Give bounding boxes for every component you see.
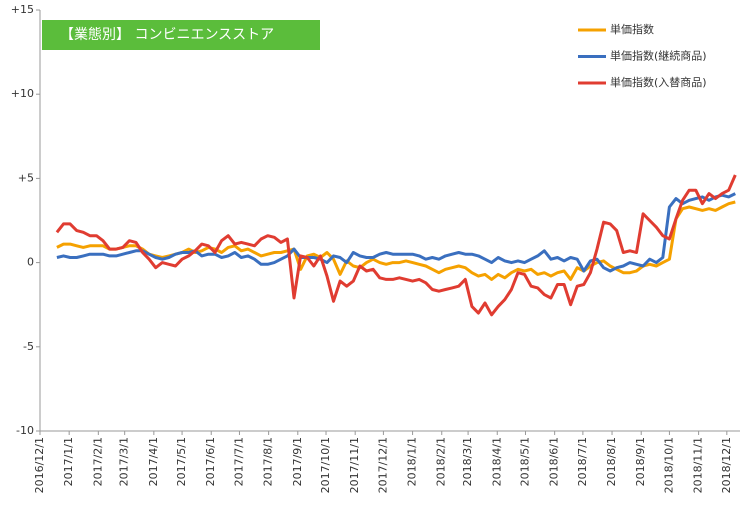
chart-title: 【業態別】 コンビニエンスストア xyxy=(60,27,274,43)
y-tick-label: +15 xyxy=(11,3,34,16)
legend-label: 単価指数(入替商品) xyxy=(610,75,707,89)
x-tick-label: 2018/4/1 xyxy=(490,437,503,486)
x-tick-label: 2018/5/1 xyxy=(518,437,531,486)
x-tick-label: 2017/8/1 xyxy=(262,437,275,486)
y-tick-label: +10 xyxy=(11,87,34,100)
x-tick-label: 2017/7/1 xyxy=(232,437,245,486)
x-tick-label: 2017/11/1 xyxy=(348,437,361,493)
x-tick-label: 2018/11/1 xyxy=(692,437,705,493)
legend-label: 単価指数 xyxy=(610,22,654,36)
x-tick-label: 2017/4/1 xyxy=(147,437,160,486)
series-line xyxy=(56,192,736,273)
x-tick-label: 2017/6/1 xyxy=(204,437,217,486)
x-tick-label: 2018/6/1 xyxy=(548,437,561,486)
x-tick-label: 2016/12/1 xyxy=(33,437,46,493)
x-tick-label: 2017/12/1 xyxy=(376,437,389,493)
x-tick-label: 2018/8/1 xyxy=(605,437,618,486)
x-tick-label: 2018/2/1 xyxy=(435,437,448,486)
y-tick-label: +5 xyxy=(18,171,34,184)
x-tick-label: 2018/12/1 xyxy=(720,437,733,493)
x-tick-label: 2017/5/1 xyxy=(175,437,188,486)
x-tick-label: 2017/2/1 xyxy=(91,437,104,486)
x-tick-label: 2018/9/1 xyxy=(634,437,647,486)
series-line xyxy=(55,174,737,317)
legend-label: 単価指数(継続商品) xyxy=(610,49,707,63)
x-tick-label: 2018/3/1 xyxy=(461,437,474,486)
x-tick-label: 2017/10/1 xyxy=(319,437,332,493)
x-tick-label: 2018/10/1 xyxy=(662,437,675,493)
x-tick-label: 2017/3/1 xyxy=(118,437,131,486)
y-tick-label: -10 xyxy=(16,424,34,437)
title-box xyxy=(42,20,320,50)
x-tick-label: 2018/7/1 xyxy=(576,437,589,486)
x-tick-label: 2017/1/1 xyxy=(62,437,75,486)
y-tick-label: -5 xyxy=(23,340,34,353)
series-line xyxy=(56,200,736,281)
y-tick-label: 0 xyxy=(27,256,34,269)
x-tick-label: 2017/9/1 xyxy=(291,437,304,486)
x-tick-label: 2018/1/1 xyxy=(406,437,419,486)
